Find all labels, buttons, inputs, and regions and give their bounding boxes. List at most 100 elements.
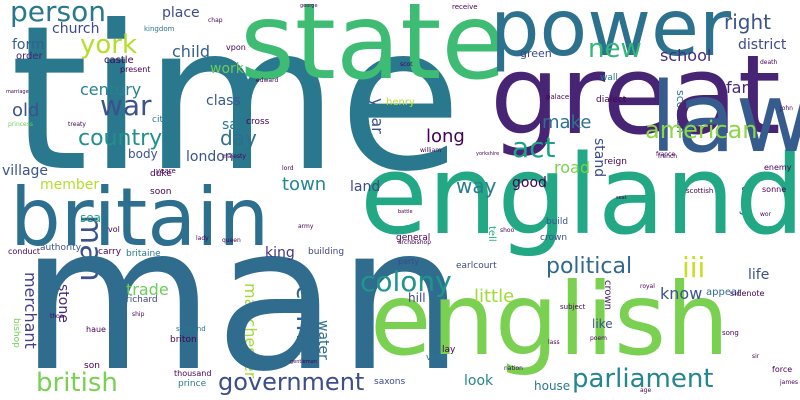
cloud-word: way [456,174,497,198]
cloud-word: like [592,317,613,331]
cloud-word: city [152,115,169,125]
cloud-word: england [360,131,800,259]
cloud-word: marriage [6,89,29,95]
cloud-word: scottish [686,187,714,195]
cloud-word: shoo [500,227,515,234]
cloud-word: britaine [126,249,161,259]
cloud-word: colony [360,265,452,298]
cloud-word: queen [222,237,241,244]
cloud-word: hill [408,291,426,305]
cloud-word: scot [400,61,413,68]
cloud-word: chap [208,17,223,24]
cloud-word: green [520,47,552,60]
cloud-word: say [222,117,247,133]
cloud-word: battle [398,209,413,215]
cloud-word: time [10,0,462,216]
cloud-word: appear [706,287,742,298]
cloud-word: little [474,286,515,307]
cloud-word: class [206,93,241,109]
cloud-word: france [656,151,676,158]
cloud-word: gentleman [290,359,317,365]
cloud-word: castle [104,55,134,66]
cloud-word: present [120,65,151,74]
cloud-word: carry [98,247,122,257]
cloud-word: soon [150,187,172,197]
cloud-word: henry [386,97,415,108]
cloud-word: state [240,0,506,103]
cloud-word: briton [170,335,197,345]
cloud-word: parliament [572,364,714,394]
cloud-word: place [162,5,200,21]
cloud-word: king [265,245,295,261]
cloud-word: ship [132,311,145,318]
cloud-word: body [128,147,158,161]
cloud-word: haue [86,325,106,334]
cloud-word: good [512,175,547,191]
cloud-word: act [512,131,556,164]
cloud-word: build [546,217,569,227]
cloud-word: member [40,177,100,193]
cloud-word: sonne [762,185,787,194]
cloud-word: long [426,126,465,147]
cloud-word: child [172,42,210,61]
cloud-word: british [36,368,118,398]
cloud-word: lady [196,235,209,242]
cloud-word: royal [640,283,655,290]
cloud-word: army [298,223,314,230]
cloud-word: duke [150,169,172,179]
cloud-word: power [490,0,732,74]
cloud-word: vnto [426,353,447,363]
cloud-word: receive [452,3,478,11]
cloud-word: general [396,233,431,243]
cloud-word: song [722,329,739,337]
cloud-word: make [542,112,592,133]
cloud-word: william [420,147,442,154]
cloud-word: dialect [596,95,627,105]
cloud-word: james [780,379,799,386]
cloud-word: old [12,100,40,121]
cloud-word: person [10,0,106,28]
cloud-word: great [490,31,781,159]
cloud-word: church [52,21,100,37]
cloud-word: english [370,261,730,378]
cloud-word: government [218,368,365,396]
cloud-word: lord [282,165,294,172]
cloud-word: crown [540,233,568,243]
cloud-word: sir [752,353,760,360]
cloud-word: subject [560,303,586,311]
cloud-word: town [282,174,327,195]
cloud-word: age [640,387,652,394]
cloud-word: country [78,126,163,151]
cloud-word: new [588,34,642,64]
cloud-word: cross [246,117,270,127]
cloud-word: scotland [176,325,206,333]
cloud-word: enemy [764,163,792,172]
cloud-word: york [80,30,138,60]
cloud-word: vpon [226,43,246,52]
cloud-word: edward [256,77,279,84]
cloud-word: reign [604,157,627,167]
cloud-word: lay [442,345,456,355]
cloud-word: american [645,116,758,144]
cloud-word: seat [616,195,627,201]
cloud-word: war [100,89,152,122]
cloud-word: iii [682,251,706,284]
cloud-word: sidenote [730,289,765,298]
cloud-word: know [660,284,703,303]
cloud-word: life [748,267,770,283]
cloud-word: princess [8,121,33,128]
cloud-word: building [308,247,345,257]
cloud-word: road [554,158,590,177]
cloud-word: village [2,163,49,179]
cloud-word: death [760,59,778,66]
cloud-word: order [16,51,43,62]
cloud-word: party [398,257,420,266]
cloud-word: form [12,37,45,53]
cloud-word: saxons [374,377,406,387]
cloud-word: george [300,3,318,9]
cloud-word: french [658,153,678,160]
cloud-word: nation [504,365,523,372]
cloud-word: law [650,62,800,174]
cloud-word: poem [590,335,608,342]
